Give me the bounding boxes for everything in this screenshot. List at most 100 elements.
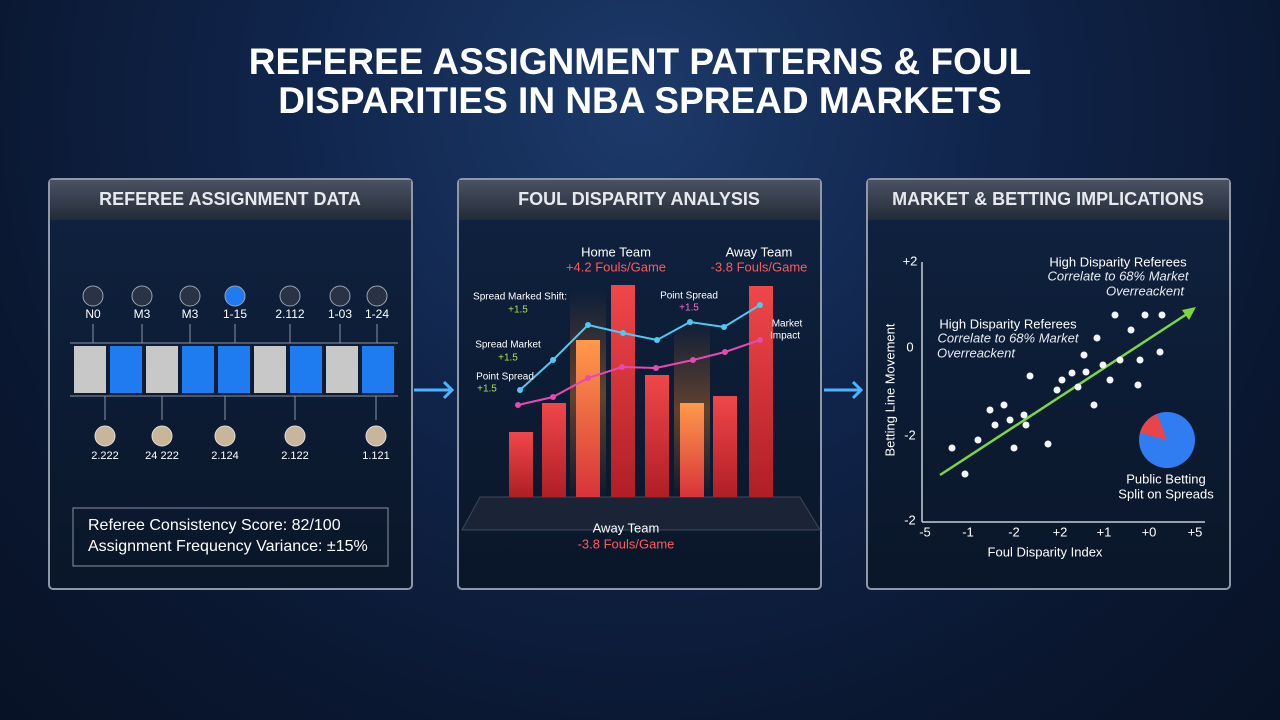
bottom-value: -3.8 Fouls/Game: [578, 536, 675, 551]
x-tick-label: +1: [1097, 524, 1112, 539]
point: [515, 402, 521, 408]
x-tick-label: +0: [1142, 524, 1157, 539]
annotation: +1.5: [477, 384, 497, 395]
top-label: 2.112: [275, 307, 304, 321]
dot: [1053, 386, 1061, 394]
x-tick-label: -2: [1008, 524, 1020, 539]
dot: [1006, 416, 1014, 424]
point: [550, 357, 556, 363]
annotation: Overreackent: [937, 345, 1016, 360]
dot: [1082, 368, 1090, 376]
top-label: 1-24: [365, 307, 389, 321]
dot: [1099, 361, 1107, 369]
top-label: 1-15: [223, 307, 247, 321]
panel-frames: [48, 178, 1231, 590]
bottom-label: 2.122: [281, 450, 309, 462]
away-value: -3.8 Fouls/Game: [711, 259, 808, 274]
title: REFEREE ASSIGNMENT PATTERNS & FOUL DISPAR…: [249, 41, 1032, 121]
dot: [1158, 311, 1166, 319]
dot: [1134, 381, 1142, 389]
referee-icon: [365, 425, 387, 447]
dot: [1074, 383, 1082, 391]
point: [722, 349, 728, 355]
dot: [1080, 351, 1088, 359]
trend-line: [517, 339, 761, 406]
point: [585, 322, 591, 328]
slot: [146, 346, 178, 393]
slot: [362, 346, 394, 393]
team-icon: [82, 285, 104, 307]
slot: [290, 346, 322, 393]
dot: [1141, 311, 1149, 319]
bar: [542, 403, 566, 497]
bottom-label: Away Team: [593, 520, 660, 535]
away-label: Away Team: [726, 244, 793, 259]
point: [757, 337, 763, 343]
slot: [110, 346, 142, 393]
dot: [1116, 356, 1124, 364]
annotation: Point Spread: [476, 372, 534, 383]
dot: [948, 444, 956, 452]
bottom-label: 2.222: [91, 450, 119, 462]
dot: [1111, 311, 1119, 319]
home-label: Home Team: [581, 244, 651, 259]
bottom-label: 1.121: [362, 450, 390, 462]
point: [687, 319, 693, 325]
dot: [1090, 401, 1098, 409]
dot: [1093, 334, 1101, 342]
annotation: Correlate to 68% Market: [938, 330, 1080, 345]
y-axis-label: Betting Line Movement: [882, 323, 897, 456]
panel-title: MARKET & BETTING IMPLICATIONS: [892, 189, 1204, 209]
dot: [1044, 440, 1052, 448]
stat: Referee Consistency Score: 82/100: [88, 517, 341, 534]
bar: [749, 286, 773, 497]
slot: [218, 346, 250, 393]
y-tick-label: -2: [904, 427, 916, 442]
dot: [991, 421, 999, 429]
point: [550, 394, 556, 400]
x-tick-label: -1: [962, 524, 974, 539]
annotation: Spread Market: [475, 340, 541, 351]
x-tick-label: +2: [1053, 524, 1068, 539]
dot: [1106, 376, 1114, 384]
dot: [1136, 356, 1144, 364]
annotation: +1.5: [498, 353, 518, 364]
x-tick-label: -5: [919, 524, 931, 539]
panel-title: FOUL DISPARITY ANALYSIS: [518, 189, 760, 209]
top-label: M3: [134, 307, 151, 321]
bar: [713, 396, 737, 497]
dot: [986, 406, 994, 414]
trend-line: [519, 304, 761, 391]
point: [585, 375, 591, 381]
team-icon: [224, 285, 246, 307]
annotation: +1.5: [508, 305, 528, 316]
annotation: Overreackent: [1106, 283, 1185, 298]
bar: [576, 340, 600, 497]
bar: [680, 403, 704, 497]
referee-icon: [94, 425, 116, 447]
top-label: M3: [182, 307, 199, 321]
point: [620, 330, 626, 336]
team-icon: [366, 285, 388, 307]
y-tick-label: +2: [903, 253, 918, 268]
top-label: N0: [85, 307, 101, 321]
annotation: Market: [772, 319, 803, 330]
bar: [611, 285, 635, 497]
slot: [74, 346, 106, 393]
bar: [645, 375, 669, 497]
page-title: REFEREE ASSIGNMENT PATTERNS & FOUL DISPAR…: [249, 41, 1032, 121]
dot: [974, 436, 982, 444]
annotation: +1.5: [679, 303, 699, 314]
point: [653, 365, 659, 371]
slot: [182, 346, 214, 393]
slot: [254, 346, 286, 393]
dot: [1156, 348, 1164, 356]
annotation: Correlate to 68% Market: [1048, 268, 1190, 283]
top-label: 1-03: [328, 307, 352, 321]
stat: Assignment Frequency Variance: ±15%: [88, 538, 368, 555]
dot: [1026, 372, 1034, 380]
annotation: Point Spread: [660, 291, 718, 302]
pie-label: Split on Spreads: [1118, 486, 1214, 501]
